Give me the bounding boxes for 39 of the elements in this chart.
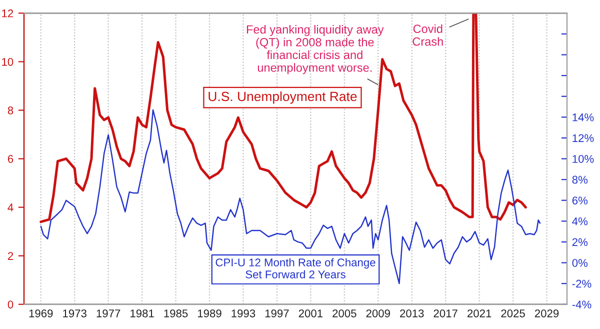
x-tick-label: 2017 [434, 309, 458, 318]
y2-tick-label: 8% [572, 176, 588, 184]
y2-tick-label: 10% [572, 155, 594, 163]
series-label: CPI-U 12 Month Rate of Change Set Forward 2 Years [216, 258, 376, 278]
x-tick-label: 2005 [332, 309, 356, 318]
x-tick-label: 2021 [468, 309, 492, 318]
x-tick-label: 1993 [232, 309, 256, 318]
y2-tick-label: -4% [572, 300, 592, 308]
x-tick-label: 1985 [164, 309, 188, 318]
y-tick-label: 12 [2, 9, 14, 18]
y-tick-label: 0 [8, 300, 14, 308]
series-label: U.S. Unemployment Rate [208, 91, 357, 104]
x-tick-label: 1977 [96, 309, 120, 318]
y2-tick-label: 12% [572, 134, 594, 142]
x-tick-label: 2029 [534, 309, 559, 318]
line-series [40, 13, 527, 224]
x-tick-label: 2009 [366, 309, 390, 318]
y2-tick-label: 4% [572, 217, 588, 226]
x-tick-label: 1989 [198, 309, 222, 318]
y2-tick-label: 2% [572, 238, 588, 246]
x-tick-label: 1997 [265, 309, 289, 318]
y-tick-label: 4 [8, 204, 14, 212]
x-tick-label: 2001 [298, 309, 322, 318]
x-tick-label: 2013 [400, 309, 424, 318]
x-tick-label: 1981 [130, 309, 154, 318]
y-tick-label: 2 [8, 252, 14, 260]
y-tick-label: 10 [2, 58, 14, 66]
y2-tick-label: 14% [572, 113, 594, 122]
x-tick-label: 1969 [29, 309, 53, 318]
y2-tick-label: 6% [572, 196, 588, 204]
annotation: Covid Crash [412, 24, 443, 46]
x-tick-label: 1973 [63, 309, 86, 318]
y2-tick-label: 0% [572, 258, 588, 267]
y-tick-label: 6 [8, 155, 14, 163]
y-tick-label: 8 [8, 106, 14, 114]
line-series [40, 109, 541, 284]
x-tick-label: 2025 [501, 309, 525, 318]
y2-tick-label: -2% [572, 280, 592, 288]
annotation: Fed yanking liquidity away (QT) in 2008 made the financial crisis and unemployment worse. [246, 24, 384, 74]
